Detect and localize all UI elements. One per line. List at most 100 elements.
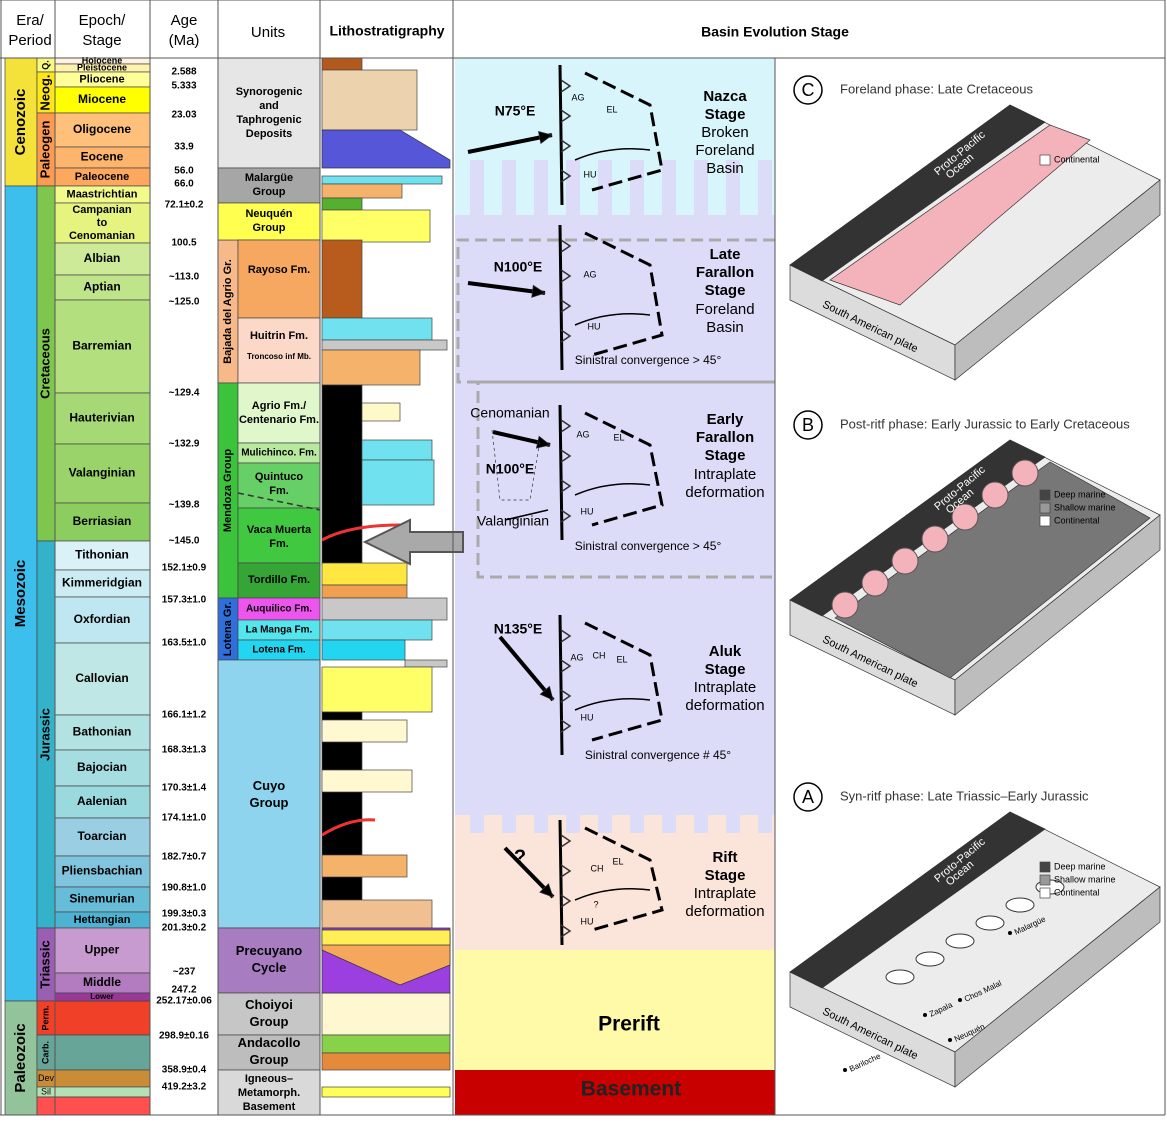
reef: [921, 525, 949, 553]
fault-label: AG: [576, 429, 589, 439]
group-label: Bajada del Agrio Gr.: [222, 259, 234, 364]
panel-caption: Post-ritf phase: Early Jurassic to Early…: [840, 416, 1130, 431]
stage-label: Hauterivian: [69, 411, 134, 425]
thrust-tooth: [560, 79, 572, 93]
block-side: [954, 179, 1161, 381]
legend-label: Deep marine: [1054, 489, 1106, 499]
panel-letter-circle: [793, 75, 823, 105]
stage-label: Bajocian: [77, 760, 127, 774]
age-label: 157.3±1.0: [162, 595, 207, 606]
crenel: [662, 935, 676, 950]
stage-box: [54, 242, 151, 276]
island: [945, 933, 975, 949]
stage-label: to: [97, 217, 108, 229]
lithology: [321, 209, 431, 243]
panel-caption: Foreland phase: Late Cretaceous: [840, 81, 1033, 96]
unit-label: Group: [253, 222, 286, 234]
unit-label: Cuyo: [253, 778, 286, 793]
era-label: Cenozoic: [12, 89, 29, 156]
stage-panel: [455, 950, 775, 1070]
crenel: [758, 160, 772, 215]
period-label: Carb.: [40, 1041, 50, 1064]
header: Epoch/: [79, 12, 127, 29]
age-label: 2.588: [171, 67, 196, 78]
unit-label: Group: [250, 1052, 289, 1067]
fault: [574, 313, 651, 326]
era-box: [4, 185, 38, 1002]
unit-label: Neuquén: [245, 208, 292, 220]
header: Stage: [82, 32, 121, 49]
thrust-tooth: [560, 479, 572, 493]
header: Age: [171, 12, 198, 29]
unit-label: Group: [250, 1014, 289, 1029]
age-label: ~237: [173, 967, 196, 978]
period-label: Sil: [41, 1086, 51, 1096]
age-label: 72.1±0.2: [165, 200, 204, 211]
stage-label: Upper: [85, 943, 120, 957]
unit-label: Cycle: [252, 960, 287, 975]
crenel: [662, 160, 676, 215]
stage-description: Intraplate: [694, 679, 757, 696]
stage-label: Callovian: [75, 671, 128, 685]
thrust-tooth: [560, 299, 572, 313]
stage-label: Paleocene: [75, 171, 129, 183]
lithology: [321, 129, 451, 169]
stage-description: Broken: [701, 124, 749, 141]
lithology: [321, 183, 403, 199]
unit-label: Vaca Muerta: [247, 524, 312, 536]
age-label: 190.8±1.0: [162, 883, 207, 894]
stage-label: Pliocene: [79, 73, 124, 85]
place-dot: [923, 1013, 927, 1017]
stage-label: Eocene: [81, 150, 124, 164]
dashed-box: [476, 380, 775, 579]
thrust-tooth: [560, 419, 572, 433]
crenel: [630, 815, 644, 833]
direction-label: N100°E: [494, 259, 542, 275]
stage-label: Maastrichtian: [67, 188, 138, 200]
reef: [981, 481, 1009, 509]
arrow-head: [539, 685, 554, 701]
lithology: [321, 1034, 451, 1054]
legend-swatch: [1039, 887, 1051, 899]
unit-label: Mulichinco. Fm.: [241, 448, 317, 459]
age-label: 419.2±3.2: [162, 1082, 207, 1093]
stage-description: Foreland: [695, 142, 754, 159]
lithology: [321, 317, 433, 341]
period-box: [36, 1034, 151, 1071]
unit-label: Andacollo: [238, 1035, 301, 1050]
stage-name: Aluk: [709, 643, 742, 660]
stage-name: Stage: [705, 447, 746, 464]
age-note: Cenomanian: [470, 405, 549, 421]
lithology: [361, 459, 435, 506]
lithology: [321, 619, 433, 641]
stage-description: deformation: [685, 903, 764, 920]
trench: [558, 819, 564, 946]
unit-label: Precuyano: [236, 943, 303, 958]
unit-label: Group: [253, 186, 286, 198]
age-label: 56.0: [174, 166, 194, 177]
age-label: 174.1±1.0: [162, 813, 207, 824]
basin-outline: [584, 411, 664, 527]
unit-label: Auquilico Fm.: [246, 604, 312, 615]
reef: [861, 569, 889, 597]
stage-name: Early: [707, 411, 744, 428]
lithology: [321, 562, 408, 586]
unit-label: Quintuco: [255, 471, 304, 483]
fault-label: HU: [584, 169, 597, 179]
thrust-tooth: [560, 109, 572, 123]
marker-line: [321, 523, 401, 542]
age-label: 199.3±0.3: [162, 909, 207, 920]
stage-label: Oxfordian: [74, 612, 131, 626]
crenel: [534, 935, 548, 950]
trench: [558, 224, 564, 371]
unit-box: [237, 239, 321, 319]
stage-label: Valanginian: [69, 466, 136, 480]
trench: [558, 614, 564, 756]
island: [1005, 897, 1035, 913]
lithology: [321, 597, 448, 621]
stage-label: Albian: [84, 251, 121, 265]
fault-label: ?: [593, 899, 598, 909]
fault-label: CH: [591, 863, 604, 873]
unit-box: [237, 507, 321, 564]
